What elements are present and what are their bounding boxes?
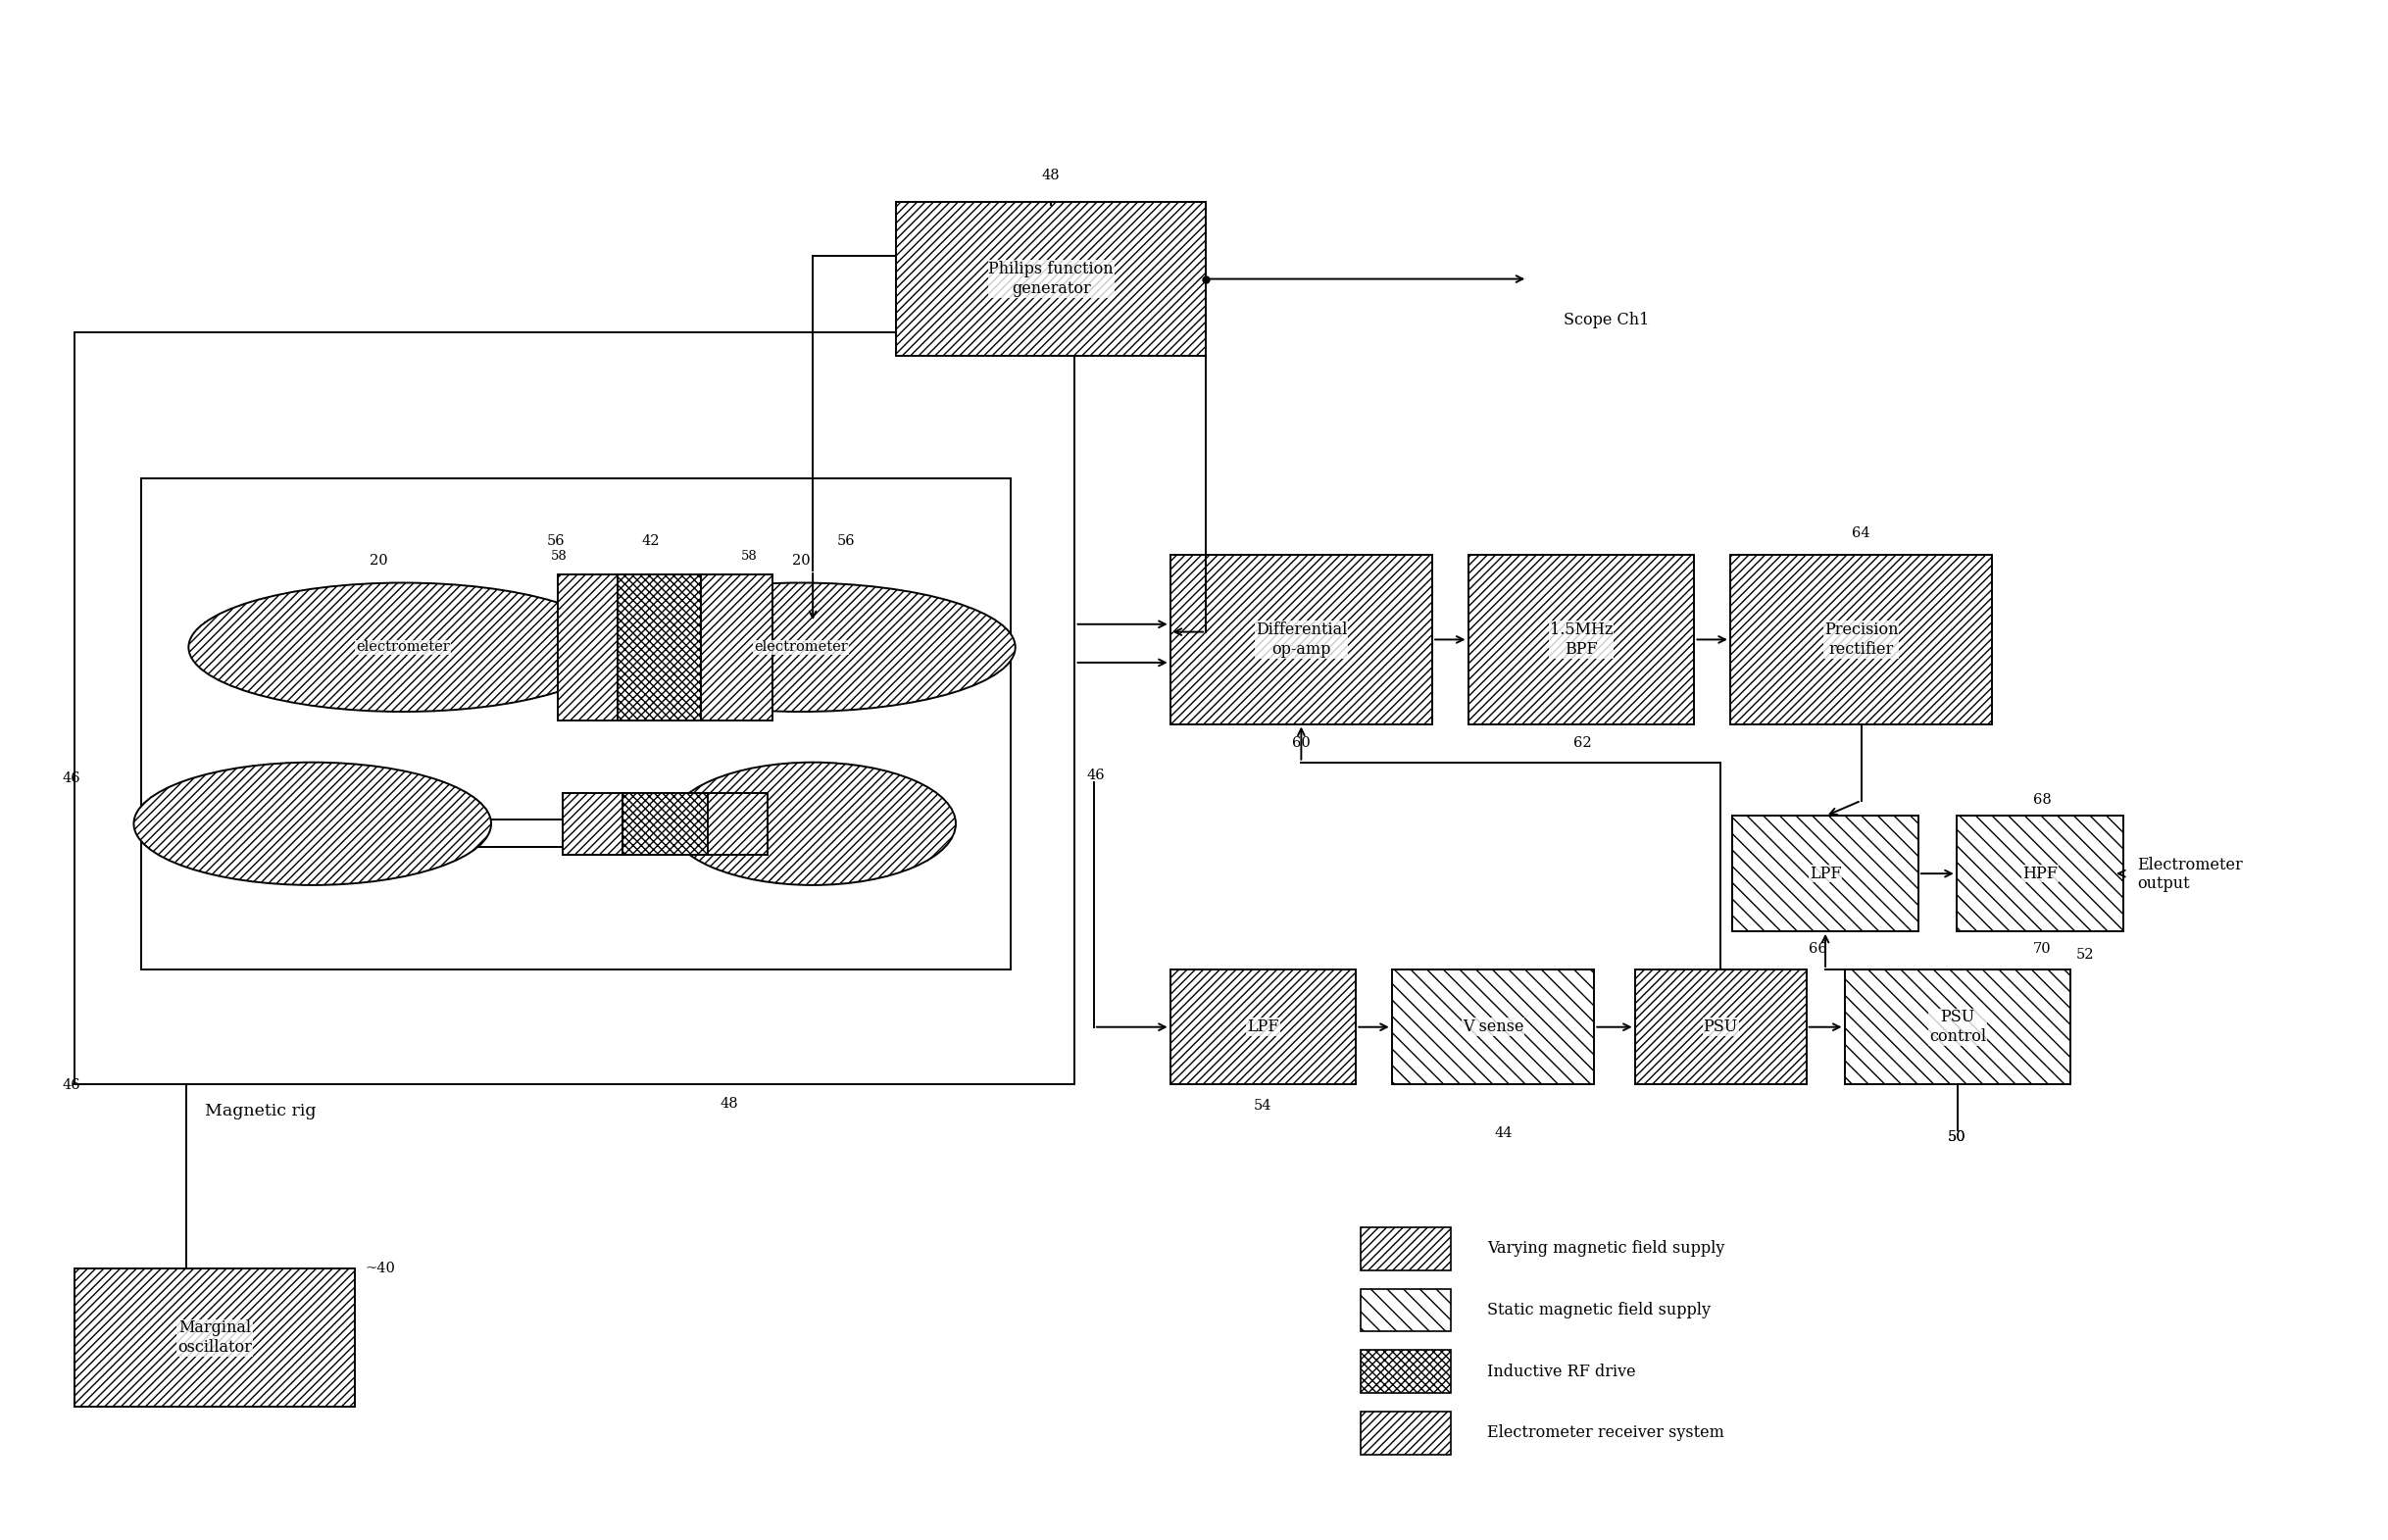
Text: Electrometer
output: Electrometer output [2137, 856, 2242, 892]
Text: Magnetic rig: Magnetic rig [205, 1103, 318, 1120]
Text: 50: 50 [1946, 1130, 1965, 1144]
FancyBboxPatch shape [1729, 554, 1992, 724]
Text: 58: 58 [552, 550, 568, 562]
FancyBboxPatch shape [74, 333, 1075, 1084]
Text: 42: 42 [642, 534, 659, 548]
FancyBboxPatch shape [1844, 970, 2070, 1084]
Text: 20: 20 [793, 554, 810, 567]
Text: Electrometer receiver system: Electrometer receiver system [1488, 1425, 1724, 1441]
FancyBboxPatch shape [205, 622, 943, 650]
FancyBboxPatch shape [896, 202, 1206, 356]
FancyBboxPatch shape [1731, 816, 1918, 932]
Text: Precision
rectifier: Precision rectifier [1824, 622, 1898, 658]
Text: 46: 46 [62, 772, 81, 785]
FancyBboxPatch shape [1956, 816, 2123, 932]
Text: 48: 48 [1041, 168, 1060, 182]
FancyBboxPatch shape [1361, 1351, 1452, 1394]
Text: Inductive RF drive: Inductive RF drive [1488, 1363, 1636, 1380]
Text: 44: 44 [1495, 1126, 1514, 1140]
Text: Scope Ch1: Scope Ch1 [1564, 313, 1650, 328]
FancyBboxPatch shape [700, 574, 771, 721]
Text: 46: 46 [62, 1078, 81, 1092]
Text: Philips function
generator: Philips function generator [989, 260, 1113, 297]
Ellipse shape [587, 582, 1015, 711]
Text: 64: 64 [1853, 527, 1870, 541]
FancyBboxPatch shape [564, 793, 626, 855]
Text: 46: 46 [1087, 768, 1106, 782]
Text: 50: 50 [1946, 1130, 1965, 1144]
FancyBboxPatch shape [74, 1269, 356, 1408]
Text: electrometer: electrometer [356, 641, 449, 654]
Text: 68: 68 [2032, 793, 2051, 807]
FancyBboxPatch shape [1636, 970, 1805, 1084]
Text: electrometer: electrometer [755, 641, 848, 654]
FancyBboxPatch shape [205, 819, 943, 847]
Text: 56: 56 [547, 534, 564, 548]
Text: Marginal
oscillator: Marginal oscillator [177, 1320, 253, 1355]
Ellipse shape [134, 762, 492, 886]
Text: 62: 62 [1574, 736, 1590, 750]
Text: 56: 56 [838, 534, 855, 548]
Text: PSU
control: PSU control [1930, 1009, 1987, 1046]
FancyBboxPatch shape [1170, 554, 1433, 724]
FancyBboxPatch shape [559, 574, 630, 721]
FancyBboxPatch shape [623, 793, 707, 855]
Ellipse shape [189, 582, 618, 711]
Text: V sense: V sense [1461, 1018, 1524, 1035]
Text: 58: 58 [740, 550, 757, 562]
Text: 48: 48 [721, 1096, 738, 1110]
FancyBboxPatch shape [141, 479, 1010, 970]
FancyBboxPatch shape [1170, 970, 1356, 1084]
Text: 60: 60 [1292, 736, 1311, 750]
FancyBboxPatch shape [618, 574, 712, 721]
Text: Differential
op-amp: Differential op-amp [1256, 622, 1347, 658]
Text: LPF: LPF [1247, 1018, 1280, 1035]
Text: Static magnetic field supply: Static magnetic field supply [1488, 1301, 1710, 1318]
Ellipse shape [671, 762, 955, 886]
Text: 20: 20 [370, 554, 389, 567]
FancyBboxPatch shape [1361, 1289, 1452, 1332]
Text: 70: 70 [2032, 942, 2051, 956]
FancyBboxPatch shape [1361, 1227, 1452, 1270]
Text: LPF: LPF [1810, 865, 1841, 882]
Text: PSU: PSU [1703, 1018, 1738, 1035]
FancyBboxPatch shape [704, 793, 767, 855]
FancyBboxPatch shape [1469, 554, 1695, 724]
Text: 54: 54 [1254, 1098, 1273, 1112]
Text: 66: 66 [1810, 942, 1827, 956]
Text: 1.5MHz
BPF: 1.5MHz BPF [1550, 622, 1612, 658]
Text: ~40: ~40 [365, 1261, 394, 1275]
Text: Varying magnetic field supply: Varying magnetic field supply [1488, 1240, 1724, 1257]
Text: 52: 52 [2075, 949, 2094, 962]
FancyBboxPatch shape [1392, 970, 1595, 1084]
FancyBboxPatch shape [1361, 1412, 1452, 1454]
Text: HPF: HPF [2023, 865, 2058, 882]
